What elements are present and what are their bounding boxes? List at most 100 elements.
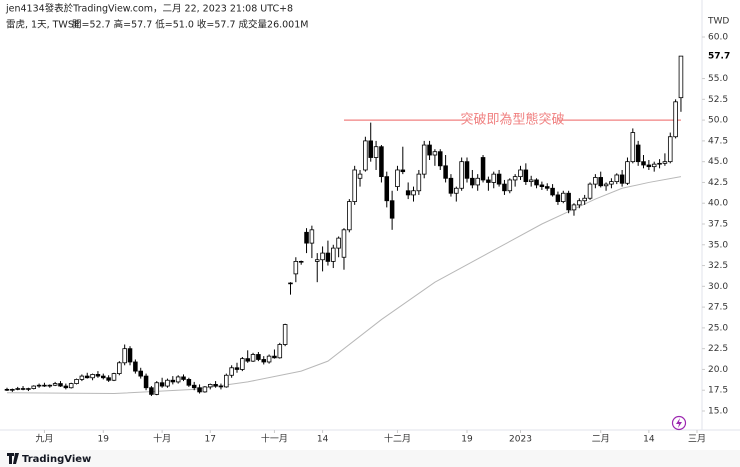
candle-body (272, 355, 277, 359)
candle-body (405, 190, 411, 196)
candle-body (448, 177, 454, 194)
candle-body (26, 388, 31, 390)
annotation-text: 突破即為型態突破 (460, 112, 564, 128)
y-tick-label: 50.0 (708, 116, 728, 126)
candle-body (464, 161, 470, 179)
candle-body (432, 151, 438, 156)
y-tick-label: 15.0 (708, 407, 728, 417)
candle-body (528, 179, 534, 183)
candle-body (277, 344, 283, 359)
y-tick-label: 40.0 (708, 199, 728, 209)
candle-body (293, 260, 299, 275)
y-tick-label: 20.0 (708, 365, 728, 375)
candle-body (101, 375, 106, 379)
candle-body (662, 161, 668, 164)
x-tick-label: 14 (643, 435, 655, 445)
attribution: jen4134發表於TradingView.com，二月 22, 2023 21… (5, 3, 293, 15)
x-tick-label: 17 (205, 435, 216, 445)
candle-body (4, 388, 10, 391)
y-tick-label: 22.5 (708, 344, 728, 354)
candle-body (534, 179, 539, 186)
candle-body (31, 385, 37, 389)
candle-body (630, 132, 636, 163)
candle-body (379, 146, 384, 178)
candle-body (58, 383, 63, 387)
candle-body (550, 187, 555, 196)
candle-body (411, 190, 416, 196)
candle-body (229, 367, 234, 376)
x-tick-label: 2023 (509, 435, 532, 445)
candle-body (309, 229, 315, 244)
y-tick-label: 55.0 (708, 74, 728, 84)
candle-body (224, 374, 229, 388)
y-tick-label: 25.0 (708, 323, 728, 333)
y-tick-label: 27.5 (708, 303, 728, 313)
candle-body (154, 382, 160, 395)
candle-body (197, 387, 202, 393)
candle-body (336, 237, 341, 249)
candle-body (175, 376, 181, 383)
candle-body (657, 162, 662, 165)
candle-body (582, 197, 587, 202)
candle-body (20, 388, 26, 390)
candle-body (347, 201, 352, 231)
y-tick-label: 37.5 (708, 220, 728, 230)
candle-body (117, 362, 122, 375)
candle-body (395, 169, 400, 188)
candle-body (282, 324, 288, 345)
candle-body (245, 358, 250, 362)
y-tick-label: 47.5 (708, 136, 728, 146)
brand: TradingView (22, 454, 91, 465)
y-tick-label: 35.0 (708, 240, 728, 250)
candle-body (625, 161, 630, 184)
candle-body (368, 140, 373, 158)
currency: TWD (707, 17, 729, 27)
candle-body (480, 157, 486, 181)
candle-body (234, 367, 240, 370)
candle-body (635, 144, 641, 163)
ohlc: 開=52.7 高=57.7 低=51.0 收=57.7 成交量26.001M (72, 19, 308, 31)
alert-icon[interactable] (671, 415, 687, 431)
candle-body (10, 388, 15, 391)
candle-body (673, 101, 678, 138)
x-tick-label: 十二月 (384, 433, 411, 445)
candle-body (427, 144, 432, 156)
candle-body (470, 177, 475, 186)
candle-body (518, 169, 523, 178)
alert-bolt (676, 418, 682, 428)
candle-body (614, 174, 620, 183)
candle-body (389, 200, 395, 219)
y-tick-label: 60.0 (708, 33, 728, 43)
candle-body (507, 179, 513, 192)
candle-body (314, 259, 320, 262)
annotation-bg (466, 112, 559, 129)
candle-body (74, 379, 79, 384)
candle-body (603, 183, 609, 187)
y-tick-label: 30.0 (708, 282, 728, 292)
y-tick-label: 32.5 (708, 261, 728, 271)
candle-body (357, 173, 363, 179)
candle-body (496, 173, 502, 185)
candle-body (122, 348, 127, 364)
candle-body (181, 376, 186, 380)
candle-body (288, 282, 293, 285)
logo (7, 453, 19, 464)
candle-body (90, 374, 95, 379)
candle-body (84, 375, 90, 379)
candle-body (68, 383, 74, 389)
candle-body (133, 361, 138, 372)
candle-body (202, 386, 208, 393)
candle-body (561, 192, 566, 202)
candle-body (325, 252, 331, 262)
candle-body (400, 169, 406, 173)
candle-body (667, 136, 673, 163)
candle-body (149, 387, 154, 395)
candle-body (486, 179, 491, 183)
candle-body (36, 384, 42, 387)
candle-body (218, 385, 224, 388)
candle-body (577, 200, 582, 206)
candle-body (641, 161, 646, 166)
candle-body (512, 176, 518, 181)
candle-body (207, 384, 213, 388)
